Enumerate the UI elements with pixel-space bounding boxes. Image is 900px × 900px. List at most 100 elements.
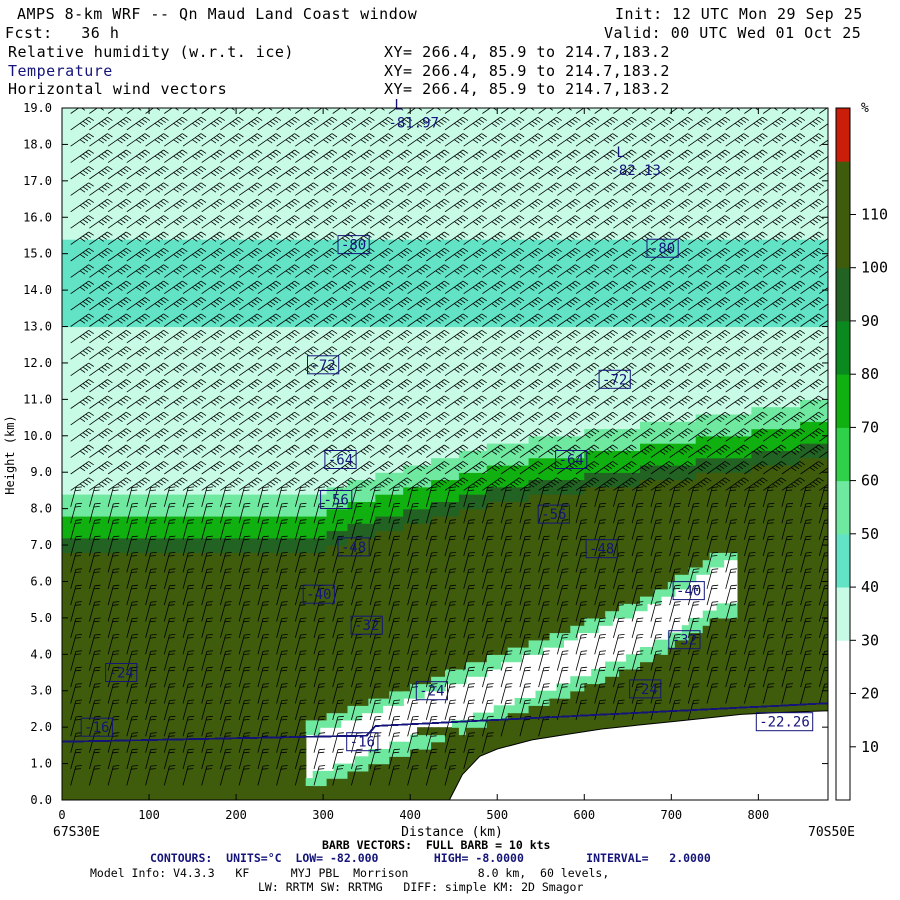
wind-barb [126,264,151,278]
wind-barb [257,444,282,458]
wind-barb [295,116,319,131]
rh-cell [814,399,822,422]
rh-cell [535,690,544,706]
rh-cell [821,443,828,459]
rh-cell [702,108,711,240]
wind-barb [220,264,244,278]
wind-barb [145,486,157,507]
wind-barb [182,634,195,655]
rh-cell [779,326,787,408]
rh-cell [263,108,272,240]
field-temperature-xy: XY= 266.4, 85.9 to 214.7,183.2 [384,62,670,80]
wind-barb [313,264,338,278]
wind-barb [257,247,282,262]
rh-cell [438,741,446,800]
rh-cell [514,108,523,240]
rh-cell [619,603,627,619]
rh-cell [257,108,265,240]
wind-barb [220,699,232,721]
rh-cell [82,515,91,539]
rh-cell [417,239,425,328]
rh-cell [375,108,383,240]
rh-cell [187,239,195,328]
rh-cell [465,719,474,728]
rh-cell [403,486,411,510]
wind-barb [238,166,263,180]
y-tick-label: 16.0 [23,210,52,224]
wind-barb [238,395,263,409]
rh-cell [640,421,648,444]
wind-barb [257,166,282,180]
rh-cell [695,566,704,575]
rh-cell [514,486,523,502]
rh-cell [556,683,564,699]
wind-barb [276,215,300,229]
rh-cell [605,428,613,451]
rh-cell [110,552,119,800]
rh-cell [535,239,544,328]
rh-cell [681,464,690,481]
rh-cell [514,647,523,663]
rh-cell [500,464,509,488]
wind-barb [313,198,338,213]
rh-cell [472,494,481,510]
x-tick-label: 400 [399,808,421,822]
wind-barb [276,346,300,360]
wind-barb [182,182,207,196]
wind-barb [70,477,94,491]
rh-cell [215,239,223,328]
wind-barb [332,264,356,278]
wind-barb [332,215,356,229]
wind-barb [276,519,288,540]
rh-cell [612,486,620,612]
rh-cell [375,472,383,495]
wind-barb [164,329,188,344]
wind-barb [182,617,195,639]
wind-barb [332,280,356,295]
low-value: -82.13 [610,163,661,179]
rh-cell [82,326,91,495]
rh-cell [124,515,133,539]
wind-barb [126,617,139,639]
wind-barb [220,634,232,655]
wind-barb [276,247,300,262]
wind-barb [201,329,225,344]
rh-cell [431,727,439,736]
wind-barb [182,362,207,377]
y-tick-label: 17.0 [23,174,52,188]
wind-barb [126,535,139,557]
wind-barb [201,535,213,557]
wind-barb [220,486,232,507]
rh-cell [591,108,599,240]
rh-cell [633,108,641,240]
rh-cell [340,712,349,721]
wind-barb [257,699,270,721]
wind-barb [238,461,263,475]
rh-cell [305,515,314,539]
wind-barb [257,313,282,327]
wind-barb [238,133,263,147]
rh-cell [340,239,349,328]
wind-barb [201,568,213,589]
rh-cell [270,537,279,553]
rh-cell [702,625,711,800]
wind-barb [313,634,326,655]
wind-barb [89,683,101,704]
rh-cell [521,108,530,240]
wind-barb [276,395,300,409]
rh-cell [117,515,126,539]
rh-cell [291,108,300,240]
rh-cell [709,472,718,553]
wind-barb [126,715,139,737]
rh-cell [751,326,759,408]
rh-cell [486,501,495,655]
rh-cell [653,464,662,481]
rh-cell [633,472,641,488]
rh-cell [737,472,746,800]
rh-cell [821,421,828,444]
wind-barb [107,108,126,114]
rh-cell [215,552,223,800]
rh-cell [410,239,418,328]
rh-cell [751,428,759,451]
rh-cell [507,647,516,663]
